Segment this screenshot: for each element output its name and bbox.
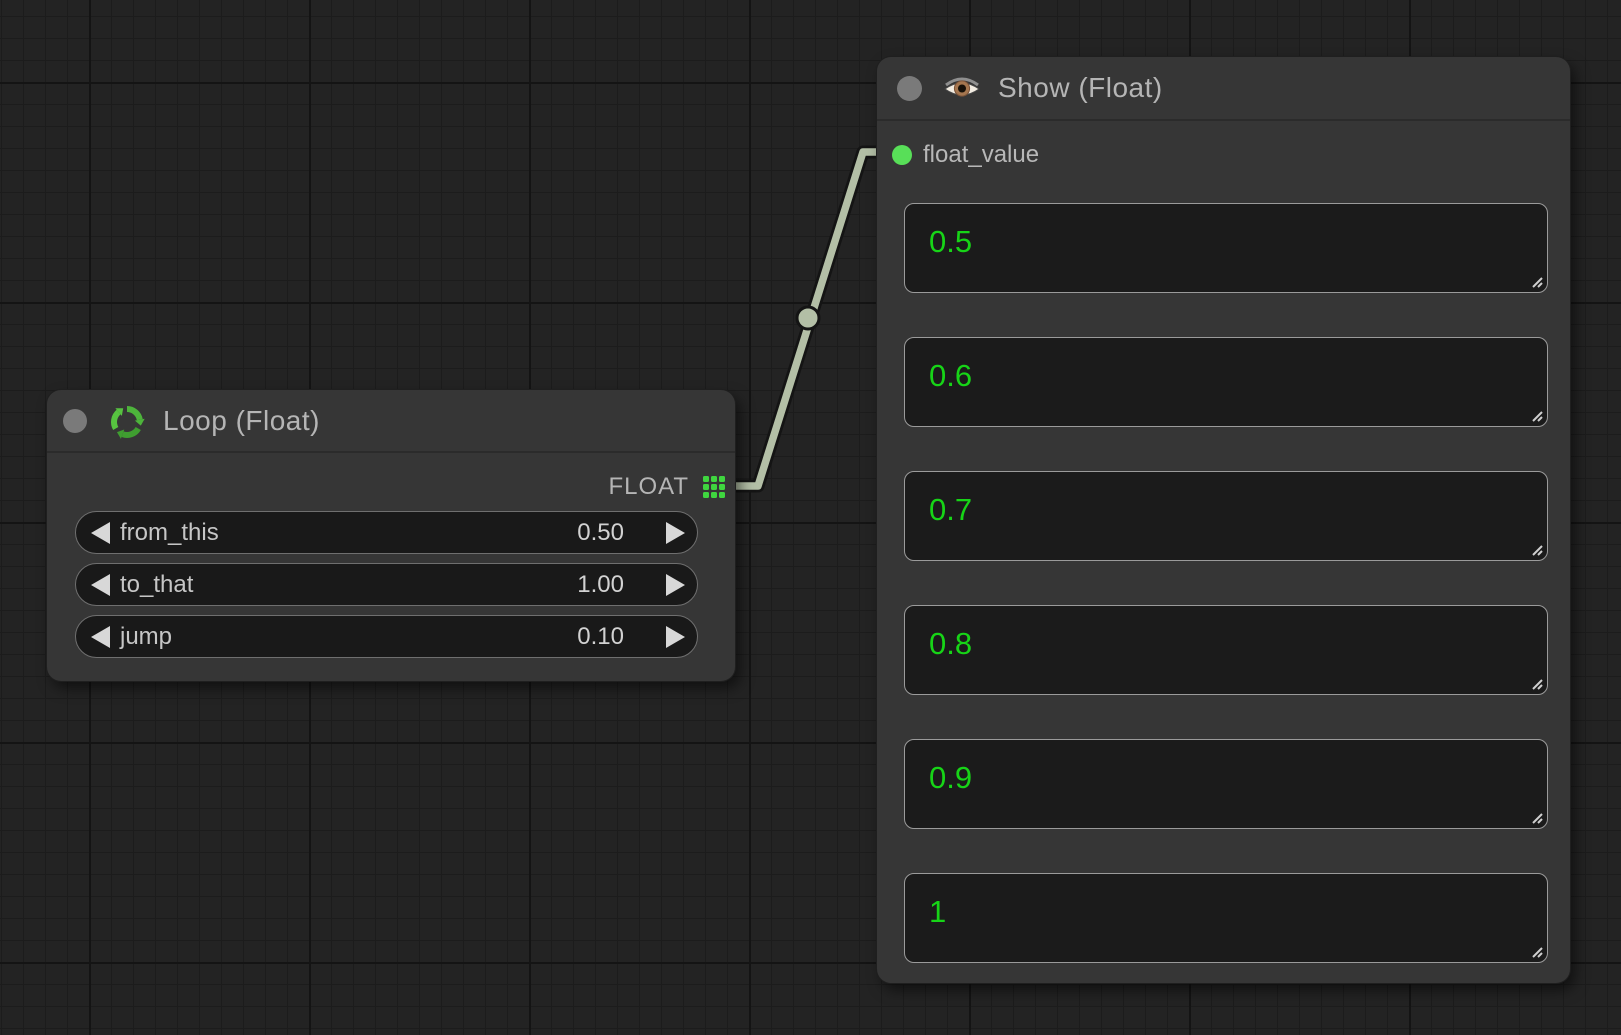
widget-value[interactable]: 0.50: [577, 518, 624, 546]
node-title: Show (Float): [998, 72, 1163, 103]
value-box-4: 0.8: [904, 605, 1548, 695]
value-box-6: 1: [904, 873, 1548, 963]
value-textarea[interactable]: 0.9: [904, 739, 1548, 829]
increment-arrow-icon[interactable]: [666, 573, 685, 596]
widget-value[interactable]: 1.00: [577, 570, 624, 598]
input-port-dot[interactable]: [892, 145, 912, 165]
node-show-float[interactable]: Show (Float) float_value 0.5 0.6 0.7 0.8: [877, 57, 1570, 983]
collapse-dot[interactable]: [897, 75, 922, 101]
value-box-1: 0.5: [904, 203, 1548, 293]
decrement-arrow-icon[interactable]: [91, 521, 110, 544]
widget-from-this[interactable]: from_this 0.50: [75, 511, 698, 554]
widget-label: jump: [120, 622, 173, 650]
collapse-dot[interactable]: [63, 408, 87, 433]
node-header[interactable]: Show (Float): [877, 57, 1570, 121]
increment-arrow-icon[interactable]: [666, 625, 685, 648]
value-textarea[interactable]: 1: [904, 873, 1548, 963]
decrement-arrow-icon[interactable]: [91, 573, 110, 596]
widget-value[interactable]: 0.10: [577, 622, 624, 650]
value-box-2: 0.6: [904, 337, 1548, 427]
value-textarea[interactable]: 0.8: [904, 605, 1548, 695]
eye-icon: [944, 77, 980, 97]
value-box-5: 0.9: [904, 739, 1548, 829]
node-title: Loop (Float): [163, 404, 320, 436]
link-midpoint-dot[interactable]: [795, 305, 821, 331]
list-output-icon[interactable]: [703, 476, 725, 498]
value-textarea[interactable]: 0.5: [904, 203, 1548, 293]
value-textarea[interactable]: 0.7: [904, 471, 1548, 561]
input-slot-float-value[interactable]: float_value: [892, 141, 1040, 168]
output-slot-float[interactable]: FLOAT: [608, 471, 725, 503]
decrement-arrow-icon[interactable]: [91, 625, 110, 648]
recycle-icon: [111, 405, 145, 439]
increment-arrow-icon[interactable]: [666, 521, 685, 544]
widget-jump[interactable]: jump 0.10: [75, 615, 698, 658]
value-textarea[interactable]: 0.6: [904, 337, 1548, 427]
widget-label: from_this: [120, 518, 219, 546]
widget-label: to_that: [120, 570, 194, 598]
output-slot-label: FLOAT: [608, 473, 689, 500]
node-header[interactable]: Loop (Float): [47, 390, 735, 453]
input-slot-label: float_value: [923, 141, 1040, 168]
value-box-3: 0.7: [904, 471, 1548, 561]
node-loop-float[interactable]: Loop (Float) FLOAT from_this 0.50 to_tha…: [47, 390, 735, 681]
widget-to-that[interactable]: to_that 1.00: [75, 563, 698, 606]
